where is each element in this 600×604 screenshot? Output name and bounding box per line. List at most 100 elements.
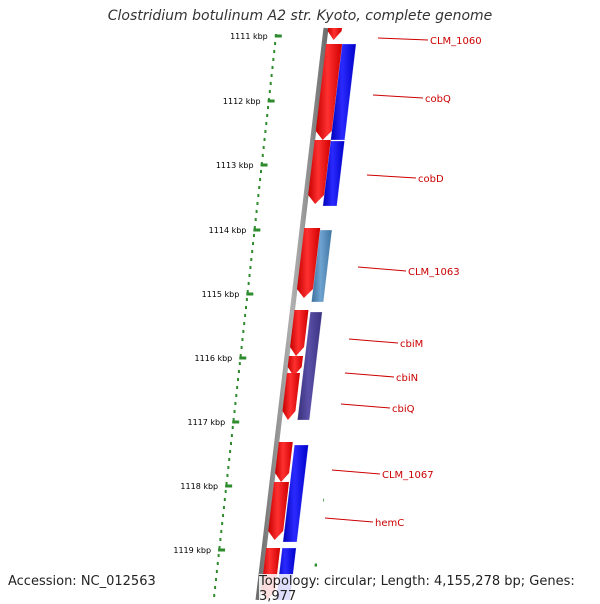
scale-dot bbox=[220, 530, 223, 533]
scale-dot bbox=[217, 554, 220, 557]
scale-dot bbox=[229, 450, 232, 453]
scale-dot bbox=[267, 106, 270, 109]
scale-dot bbox=[273, 50, 276, 53]
scale-dot bbox=[228, 458, 231, 461]
gene-label-cbim: cbiM bbox=[400, 339, 423, 350]
scale-dot bbox=[254, 218, 257, 221]
cds-forward-cobq bbox=[315, 44, 343, 140]
cds-forward-cbin bbox=[287, 356, 304, 376]
gene-label-clm1060: CLM_1060 bbox=[430, 36, 482, 47]
scale-dot bbox=[222, 506, 225, 509]
gene-label-cobd: cobD bbox=[418, 174, 444, 185]
scale-dot bbox=[235, 394, 238, 397]
scale-dot bbox=[218, 546, 221, 549]
scale-dot bbox=[251, 250, 254, 253]
scale-dot bbox=[274, 42, 277, 45]
scale-tick bbox=[267, 99, 275, 103]
gene-label-cbiq: cbiQ bbox=[392, 404, 415, 415]
gene-label-line bbox=[357, 266, 407, 272]
scale-dot bbox=[225, 482, 228, 485]
gene-label-clm1067: CLM_1067 bbox=[382, 470, 434, 481]
gene-label-line bbox=[344, 372, 395, 378]
scale-dot bbox=[232, 418, 235, 421]
scale-dot bbox=[269, 82, 272, 85]
gene-label-clm1063: CLM_1063 bbox=[408, 267, 460, 278]
scale-tick-label: 1114 kbp bbox=[209, 226, 247, 235]
scale-dot bbox=[252, 242, 255, 245]
scale-dot bbox=[227, 466, 230, 469]
scale-dot bbox=[271, 66, 274, 69]
scale-dot bbox=[230, 434, 233, 437]
scale-dot bbox=[216, 562, 219, 565]
scale-dotted-track bbox=[213, 34, 277, 597]
genome-backbone bbox=[255, 27, 329, 600]
scale-dot bbox=[238, 362, 241, 365]
scale-dot bbox=[263, 138, 266, 141]
scale-dot bbox=[214, 586, 217, 589]
scale-dot bbox=[245, 298, 248, 301]
scale-dot bbox=[264, 130, 267, 133]
cds-reverse-clm1063 bbox=[311, 229, 333, 303]
scale-tick bbox=[246, 292, 254, 296]
scale-dot bbox=[213, 594, 216, 597]
scale-dot bbox=[237, 370, 240, 373]
cds-forward-cbim bbox=[290, 310, 309, 356]
scale-dot bbox=[233, 410, 236, 413]
cds-forward-cbiq bbox=[282, 373, 300, 420]
scale-dot bbox=[226, 474, 229, 477]
gene-label-line bbox=[324, 517, 374, 523]
scale-dot bbox=[241, 338, 244, 341]
scale-dot bbox=[265, 122, 268, 125]
scale-dot bbox=[258, 186, 261, 189]
scale-dot bbox=[268, 90, 271, 93]
gene-label-line bbox=[366, 174, 417, 179]
scale-tick bbox=[260, 163, 268, 167]
scale-dot bbox=[224, 490, 227, 493]
scale-tick bbox=[239, 356, 247, 360]
scale-dot bbox=[259, 178, 262, 181]
scale-tick bbox=[274, 34, 282, 38]
gene-label-cbin: cbiN bbox=[396, 373, 418, 384]
scale-dot bbox=[253, 226, 256, 229]
scale-tick bbox=[232, 420, 240, 424]
scale-dot bbox=[246, 290, 249, 293]
scale-dot bbox=[252, 234, 255, 237]
scale-dot bbox=[256, 202, 259, 205]
scale-dot bbox=[223, 498, 226, 501]
scale-dot bbox=[261, 154, 264, 157]
scale-dot bbox=[231, 426, 234, 429]
scale-dot bbox=[214, 578, 217, 581]
scale-tick-label: 1112 kbp bbox=[223, 97, 261, 106]
cds-forward-clm1063 bbox=[296, 228, 321, 298]
gene-label-cobq: cobQ bbox=[425, 94, 451, 105]
cds-forward-cobd bbox=[308, 140, 331, 204]
scale-tick bbox=[253, 228, 261, 232]
gene-label-line bbox=[377, 37, 429, 41]
scale-tick-label: 1113 kbp bbox=[216, 161, 254, 170]
scale-dot bbox=[229, 442, 232, 445]
scale-ticks: 1111 kbp 1112 kbp 1113 kbp 1114 kbp 1115 kbp… bbox=[173, 32, 282, 555]
scale-dot bbox=[239, 354, 242, 357]
cds-reverse-clm1067 bbox=[282, 444, 309, 543]
scale-dot bbox=[266, 114, 269, 117]
scale-dot bbox=[249, 266, 252, 269]
cds-forward-clm1059 bbox=[327, 28, 342, 40]
cds-forward-clm1067 bbox=[275, 442, 293, 482]
gene-label-hemc: hemC bbox=[375, 518, 404, 529]
scale-dot bbox=[240, 346, 243, 349]
scale-dot bbox=[215, 570, 218, 573]
scale-dot bbox=[219, 538, 222, 541]
scale-tick bbox=[225, 484, 233, 488]
scale-dot bbox=[257, 194, 260, 197]
scale-tick-label: 1115 kbp bbox=[202, 290, 240, 299]
scale-tick-label: 1118 kbp bbox=[180, 482, 218, 491]
gene-label-line bbox=[340, 403, 391, 409]
scale-tick-label: 1117 kbp bbox=[187, 418, 225, 427]
gene-label-line bbox=[331, 469, 381, 475]
scale-dot bbox=[237, 378, 240, 381]
genome-title: Clostridium botulinum A2 str. Kyoto, com… bbox=[107, 8, 493, 24]
scale-tick-label: 1111 kbp bbox=[230, 32, 268, 41]
gene-label-line bbox=[372, 94, 424, 99]
scale-dot bbox=[221, 522, 224, 525]
